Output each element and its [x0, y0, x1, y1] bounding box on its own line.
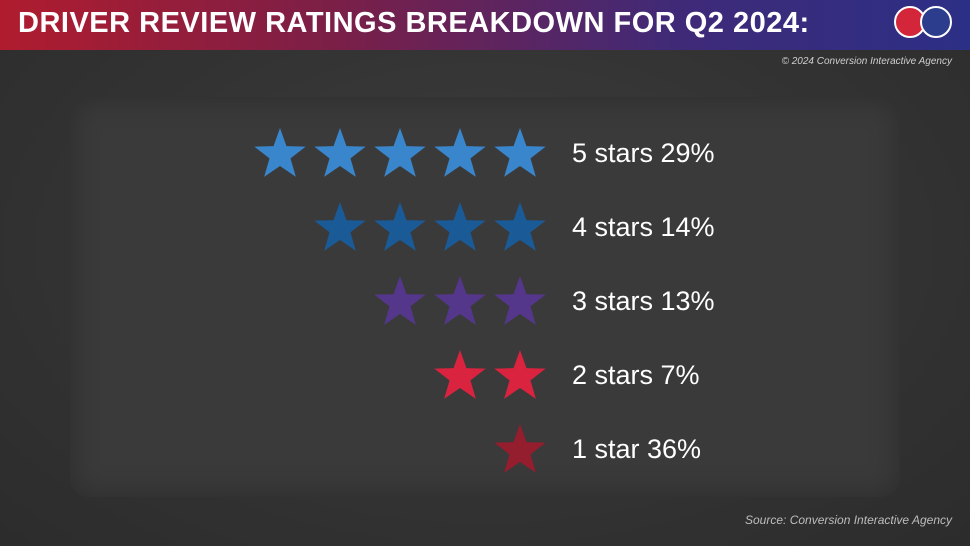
star-mark-row5-1: [494, 424, 546, 473]
star-mark-row3-1: [494, 276, 546, 325]
rating-label-row5: 1 star 36%: [572, 434, 702, 464]
star-mark-row1-2: [434, 128, 486, 177]
rating-label-row4: 2 stars 7%: [572, 360, 700, 390]
chart-title: DRIVER REVIEW RATINGS BREAKDOWN FOR Q2 2…: [18, 7, 810, 39]
star-mark-row1-3: [374, 128, 426, 177]
star-mark-row4-1: [494, 350, 546, 399]
rating-label-row2: 4 stars 14%: [572, 212, 715, 242]
source-note: Source: Conversion Interactive Agency: [745, 513, 952, 527]
star-mark-row2-4: [314, 202, 366, 251]
chart-panel: [70, 97, 900, 497]
star-mark-row2-1: [494, 202, 546, 251]
star-mark-row2-2: [434, 202, 486, 251]
star-mark-row4-2: [434, 350, 486, 399]
star-mark-row1-1: [494, 128, 546, 177]
header-banner: DRIVER REVIEW RATINGS BREAKDOWN FOR Q2 2…: [0, 0, 970, 50]
brand-logo-blue-icon: [920, 6, 952, 38]
star-mark-row3-2: [434, 276, 486, 325]
star-mark-row1-5: [254, 128, 306, 177]
logo: [894, 6, 958, 42]
star-mark-row1-4: [314, 128, 366, 177]
rating-label-row3: 3 stars 13%: [572, 286, 715, 316]
star-mark-row3-3: [374, 276, 426, 325]
rating-label-row1: 5 stars 29%: [572, 138, 715, 168]
star-mark-row2-3: [374, 202, 426, 251]
copyright-notice: © 2024 Conversion Interactive Agency: [781, 56, 952, 67]
